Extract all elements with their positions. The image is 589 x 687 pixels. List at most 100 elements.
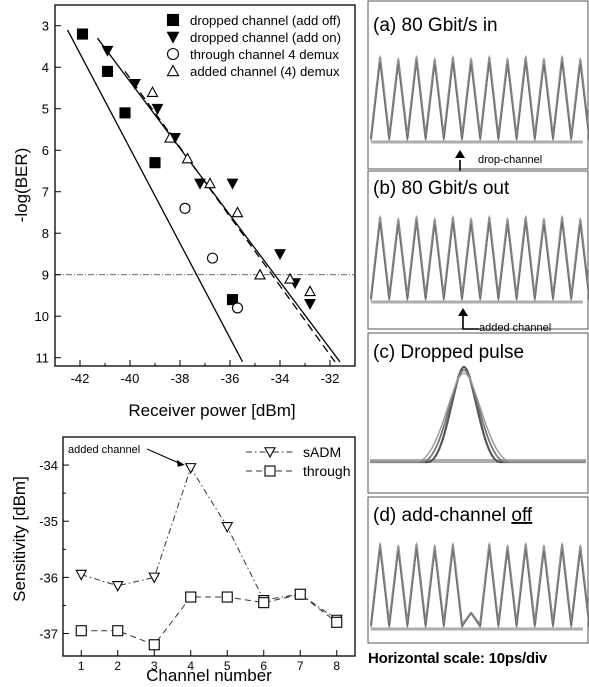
- ber-chart: -42 -40 -38 -36 -34 -32 3 4 5 6 7 8 9 10 11 dropped cha…: [12, 4, 356, 420]
- ber-point: [304, 285, 316, 297]
- ber-point: [206, 252, 219, 264]
- ber-fit-lines: [66, 29, 341, 363]
- ber-series-3: [179, 202, 244, 314]
- sens-x-tick-label: 7: [297, 659, 304, 673]
- panel-d-title-prefix: (d) add-channel: [373, 505, 511, 526]
- ber-x-tick-label: -40: [121, 371, 140, 386]
- ber-y-tick-label: 10: [35, 309, 49, 324]
- sens-point: [221, 591, 233, 603]
- ber-legend-marker: [166, 13, 180, 27]
- ber-point: [146, 85, 159, 97]
- sens-y-tick-label: -35: [39, 514, 58, 529]
- ber-point: [164, 131, 176, 143]
- ber-point: [231, 302, 244, 314]
- eye-trace: [370, 548, 589, 628]
- ber-y-ticks: 3 4 5 6 7 8 9 10 11: [35, 19, 61, 366]
- sens-legend-marker: [264, 465, 276, 477]
- sens-y-tick-label: -36: [39, 570, 58, 585]
- sens-plot-frame: [62, 436, 356, 657]
- ber-point: [179, 202, 191, 214]
- sens-series-line: [81, 593, 338, 646]
- panel-d-title: (d) add-channel off: [373, 505, 533, 526]
- sens-annotation-arrowhead: [176, 459, 185, 467]
- sens-point: [185, 591, 197, 603]
- ber-point: [226, 178, 239, 190]
- ber-y-tick-label: 8: [42, 226, 49, 241]
- sens-point: [221, 522, 234, 534]
- ber-x-tick-label: -34: [271, 371, 290, 386]
- added-channel-arrow: [458, 308, 479, 330]
- sens-y-tick-label: -34: [39, 458, 58, 473]
- eye-trace: [370, 55, 589, 137]
- sens-point: [331, 616, 343, 628]
- eye-diagram-column: (a) 80 Gbit/s in drop-channel (b) 80 Gbi…: [367, 0, 589, 644]
- sens-legend-label: through: [303, 463, 350, 479]
- sensitivity-chart: 1 2 3 4 5 6 7 8 -34 -35 -36 -37 sADM through added cha…: [10, 436, 356, 685]
- ber-y-axis-label: -log(BER): [12, 148, 31, 223]
- sens-x-tick-label: 5: [224, 659, 231, 673]
- sens-point: [184, 463, 197, 475]
- ber-legend-marker: [166, 31, 180, 44]
- ber-x-tick-label: -36: [221, 371, 240, 386]
- ber-point: [151, 103, 164, 115]
- sens-x-tick-label: 4: [187, 659, 194, 673]
- sens-legend-marker: [264, 447, 276, 459]
- ber-legend: dropped channel (add off) dropped channel…: [166, 13, 341, 79]
- ber-point: [149, 157, 161, 169]
- sens-point: [112, 625, 124, 637]
- panel-a-title: (a) 80 Gbit/s in: [373, 15, 498, 36]
- horizontal-scale-caption: Horizontal scale: 10ps/div: [368, 650, 548, 667]
- sens-point: [75, 569, 88, 581]
- sens-series-line: [81, 466, 338, 620]
- eye-trace: [370, 221, 589, 301]
- sens-point: [148, 572, 161, 584]
- sens-legend: sADM through: [246, 444, 350, 479]
- eye-trace: [370, 61, 589, 141]
- eye-trace: [370, 215, 589, 297]
- sens-x-axis-label: Channel number: [146, 666, 272, 685]
- ber-y-tick-label: 7: [42, 185, 49, 200]
- sens-point: [111, 581, 124, 592]
- ber-x-ticks: -42 -40 -38 -36 -34 -32: [54, 360, 356, 386]
- pulse-trace: [370, 365, 586, 464]
- ber-point: [231, 206, 244, 218]
- ber-y-tick-label: 3: [42, 19, 49, 34]
- eye-panel-b: (b) 80 Gbit/s out added channel: [367, 170, 589, 334]
- ber-y-tick-label: 9: [42, 268, 49, 283]
- ber-point: [119, 107, 131, 119]
- ber-point: [181, 152, 194, 164]
- sens-y-tick-label: -37: [39, 627, 58, 642]
- ber-series-4: [146, 85, 316, 297]
- ber-series-1: [76, 28, 239, 306]
- ber-y-tick-label: 5: [42, 102, 49, 117]
- sens-y-axis-label: Sensitivity [dBm]: [10, 476, 29, 602]
- sens-point: [75, 625, 87, 637]
- eye-panel-a: (a) 80 Gbit/s in drop-channel: [367, 0, 589, 176]
- sens-y-ticks: -34 -35 -36 -37: [39, 436, 69, 642]
- sens-point: [148, 639, 160, 651]
- ber-legend-label: added channel (4) demux: [190, 64, 340, 79]
- ber-legend-label: dropped channel (add off): [190, 13, 341, 28]
- ber-point: [226, 294, 239, 306]
- sens-legend-label: sADM: [303, 444, 341, 460]
- sens-x-tick-label: 1: [78, 659, 85, 673]
- ber-legend-marker: [166, 47, 180, 61]
- panel-c-title: (c) Dropped pulse: [373, 342, 524, 363]
- sens-x-tick-label: 8: [333, 659, 340, 673]
- ber-point: [204, 177, 216, 189]
- eye-panel-c: (c) Dropped pulse: [367, 332, 589, 494]
- panel-b-title: (b) 80 Gbit/s out: [373, 178, 510, 199]
- ber-legend-label: through channel 4 demux: [190, 47, 339, 62]
- sens-x-tick-label: 6: [260, 659, 267, 673]
- ber-series-2: [101, 45, 316, 310]
- sens-x-tick-label: 2: [114, 659, 121, 673]
- ber-point: [76, 28, 89, 40]
- sens-annotation-arrow-line: [146, 448, 181, 465]
- sens-x-ticks: 1 2 3 4 5 6 7 8: [78, 650, 340, 673]
- pulse-trace: [370, 372, 586, 463]
- sens-annotation-text: added channel: [68, 444, 140, 456]
- ber-fit-line-1: [66, 29, 244, 363]
- ber-point: [101, 65, 114, 77]
- sens-point: [258, 597, 270, 609]
- ber-point: [194, 178, 206, 190]
